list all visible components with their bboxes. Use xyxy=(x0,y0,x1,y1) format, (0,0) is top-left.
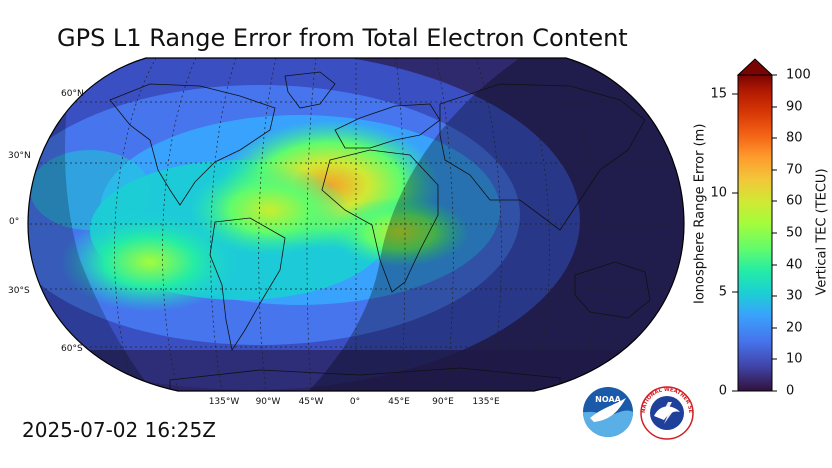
tec-tick-50: 50 xyxy=(786,226,803,241)
colorbar-extend-arrow xyxy=(738,59,772,75)
tec-tick-90: 90 xyxy=(786,100,803,115)
tec-tick-70: 70 xyxy=(786,163,803,178)
range-tick-0: 0 xyxy=(697,384,727,399)
lat-label-30s: 30°S xyxy=(8,286,30,296)
colorbar-gradient xyxy=(738,75,772,391)
tec-tick-60: 60 xyxy=(786,194,803,209)
lat-label-30n: 30°N xyxy=(8,151,31,161)
lat-label-60s: 60°S xyxy=(61,344,83,354)
tec-tick-40: 40 xyxy=(786,258,803,273)
timestamp: 2025-07-02 16:25Z xyxy=(22,418,216,442)
tec-axis-title: Vertical TEC (TECU) xyxy=(815,162,830,302)
nws-logo-icon: NATIONAL WEATHER SERVICE xyxy=(640,386,694,440)
noaa-logo-icon: NOAA xyxy=(582,386,634,438)
tec-tick-100: 100 xyxy=(786,68,811,83)
colorbar xyxy=(732,59,777,391)
lon-label-45w: 45°W xyxy=(299,397,324,407)
lon-label-90e: 90°E xyxy=(432,397,454,407)
range-error-axis-title: Ionosphere Range Error (m) xyxy=(693,144,708,304)
tec-tick-20: 20 xyxy=(786,321,803,336)
tec-tick-10: 10 xyxy=(786,352,803,367)
lat-label-60n: 60°N xyxy=(61,89,84,99)
lat-label-0: 0° xyxy=(9,217,19,227)
noaa-logo-text: NOAA xyxy=(595,395,621,404)
lon-label-135e: 135°E xyxy=(472,397,499,407)
lon-label-90w: 90°W xyxy=(256,397,281,407)
tec-tick-30: 30 xyxy=(786,289,803,304)
tec-tick-0: 0 xyxy=(786,384,794,399)
lon-label-0: 0° xyxy=(350,397,360,407)
lon-label-45e: 45°E xyxy=(388,397,410,407)
range-tick-15: 15 xyxy=(697,87,727,102)
tec-tick-80: 80 xyxy=(786,131,803,146)
lon-label-135w: 135°W xyxy=(209,397,240,407)
